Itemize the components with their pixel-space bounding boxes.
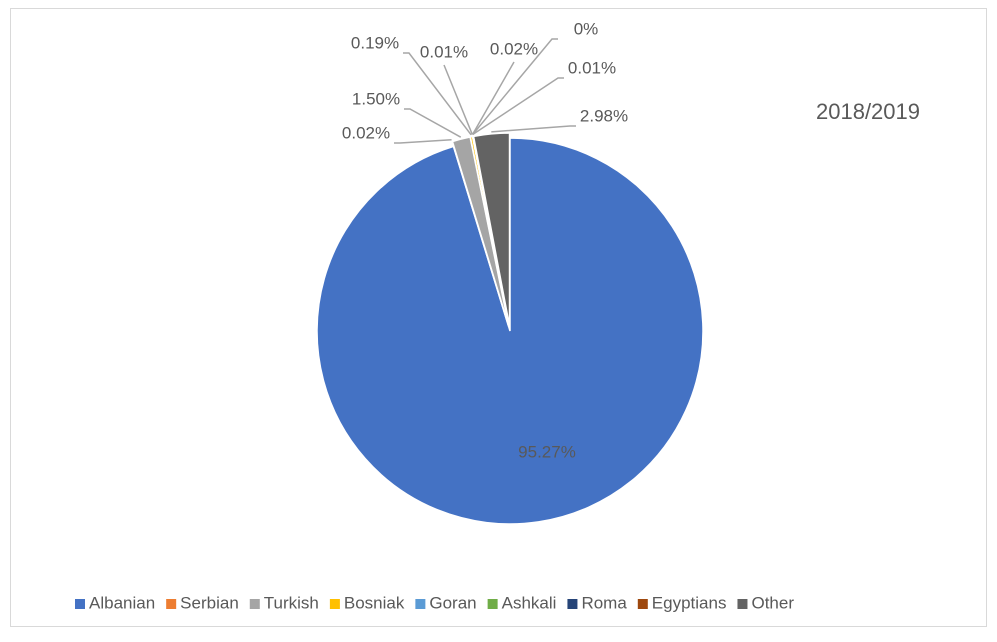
legend-label: Goran xyxy=(429,593,476,612)
legend-swatch xyxy=(637,599,648,609)
legend-label: Turkish xyxy=(264,593,319,612)
data-label: 0.19% xyxy=(351,33,399,52)
data-label: 95.27% xyxy=(518,442,576,461)
leader-line xyxy=(472,77,564,136)
legend-label: Albanian xyxy=(89,593,155,612)
leader-line xyxy=(404,108,462,138)
leader-line xyxy=(491,125,576,133)
legend-label: Serbian xyxy=(180,593,239,612)
legend-swatch xyxy=(737,599,748,609)
legend-label: Egyptians xyxy=(652,593,727,612)
legend-label: Roma xyxy=(581,593,627,612)
legend-label: Other xyxy=(751,593,794,612)
legend-swatch xyxy=(415,599,426,609)
legend-swatch xyxy=(166,599,177,609)
pie-slice xyxy=(316,137,704,525)
data-label: 0% xyxy=(574,19,599,38)
leader-line xyxy=(443,64,474,135)
leader-line xyxy=(472,38,558,135)
legend-swatch xyxy=(567,599,578,609)
data-label: 0.02% xyxy=(490,39,538,58)
data-label: 0.02% xyxy=(342,123,390,142)
leader-line xyxy=(394,138,452,144)
legend-label: Ashkali xyxy=(502,593,557,612)
leader-line xyxy=(471,61,515,135)
pie-slice xyxy=(472,132,511,327)
data-label: 2.98% xyxy=(580,106,628,125)
legend-swatch xyxy=(249,599,260,609)
legend-swatch xyxy=(75,599,85,609)
data-label: 1.50% xyxy=(352,89,400,108)
chart-title: 2018/2019 xyxy=(816,99,920,124)
data-label: 0.01% xyxy=(420,42,468,61)
legend-label: Bosniak xyxy=(344,593,405,612)
leader-line xyxy=(403,52,472,136)
legend-swatch xyxy=(487,599,498,609)
legend-swatch xyxy=(329,599,340,609)
data-label: 0.01% xyxy=(568,58,616,77)
